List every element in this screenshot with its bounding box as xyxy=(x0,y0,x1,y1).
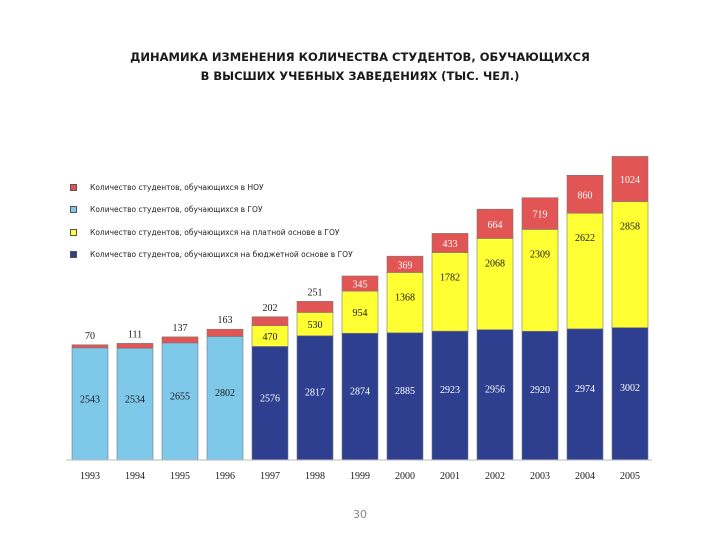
data-label-paid-2001: 1782 xyxy=(440,273,460,284)
data-label-nou-1998: 251 xyxy=(308,287,323,298)
x-tick-label-2001: 2001 xyxy=(440,471,460,482)
data-label-paid-1997: 470 xyxy=(263,332,278,343)
legend-item-nou: Количество студентов, обучающихся в НОУ xyxy=(70,176,353,199)
bar-segment-nou-2000 xyxy=(386,255,424,273)
bar-segment-paid-2001 xyxy=(431,252,469,332)
data-label-paid-2004: 2622 xyxy=(575,233,595,244)
data-label-nou-1994: 111 xyxy=(128,329,142,340)
data-label-base-1993: 2543 xyxy=(80,394,100,405)
legend-label-paid: Количество студентов, обучающихся на пла… xyxy=(90,227,340,237)
bars-group xyxy=(71,156,649,461)
data-label-paid-1999: 954 xyxy=(353,308,368,319)
data-label-base-2000: 2885 xyxy=(395,386,415,397)
data-label-paid-2003: 2309 xyxy=(530,249,550,260)
bar-segment-paid-2002 xyxy=(476,238,514,330)
chart-legend: Количество студентов, обучающихся в НОУ … xyxy=(70,176,353,266)
page-number: 30 xyxy=(353,508,367,521)
legend-label-nou: Количество студентов, обучающихся в НОУ xyxy=(90,182,264,192)
bar-segment-nou-1995 xyxy=(161,336,199,344)
data-label-paid-2005: 2858 xyxy=(620,222,640,233)
data-label-paid-1998: 530 xyxy=(308,320,323,331)
data-label-base-1995: 2655 xyxy=(170,392,190,403)
bar-segment-paid-2004 xyxy=(566,212,604,330)
bar-segment-nou-2003 xyxy=(521,197,559,230)
data-label-nou-2002: 664 xyxy=(488,220,503,231)
bar-segment-nou-1996 xyxy=(206,328,244,337)
bar-segment-base-1993 xyxy=(71,347,109,461)
bar-segment-paid-2005 xyxy=(611,201,649,328)
bar-segment-paid-2000 xyxy=(386,272,424,334)
legend-swatch-gou xyxy=(70,206,77,214)
x-tick-label-1995: 1995 xyxy=(170,471,190,482)
legend-label-budget: Количество студентов, обучающихся на бюд… xyxy=(90,250,353,260)
chart-title: ДИНАМИКА ИЗМЕНЕНИЯ КОЛИЧЕСТВА СТУДЕНТОВ,… xyxy=(60,48,660,86)
data-label-nou-2005: 1024 xyxy=(620,175,640,186)
x-tick-label-1999: 1999 xyxy=(350,471,370,482)
data-label-base-2002: 2956 xyxy=(485,384,505,395)
legend-swatch-nou xyxy=(70,183,77,191)
x-tick-label-1996: 1996 xyxy=(215,471,235,482)
bar-segment-base-1995 xyxy=(161,342,199,461)
data-label-nou-2000: 369 xyxy=(398,260,413,271)
x-tick-label-1997: 1997 xyxy=(260,471,280,482)
bar-segment-base-2002 xyxy=(476,329,514,461)
data-label-base-1996: 2802 xyxy=(215,388,235,399)
x-tick-label-1994: 1994 xyxy=(125,471,145,482)
bar-segment-nou-2001 xyxy=(431,233,469,253)
data-label-base-1998: 2817 xyxy=(305,388,325,399)
x-tick-label-2004: 2004 xyxy=(575,471,595,482)
bar-segment-base-2000 xyxy=(386,332,424,461)
data-label-nou-2003: 719 xyxy=(533,210,548,221)
bar-segment-nou-2002 xyxy=(476,208,514,239)
data-label-nou-1997: 202 xyxy=(263,303,278,314)
data-label-nou-1999: 345 xyxy=(353,280,368,291)
x-tick-label-2003: 2003 xyxy=(530,471,550,482)
bar-segment-base-1999 xyxy=(341,332,379,461)
legend-label-gou: Количество студентов, обучающихся в ГОУ xyxy=(90,205,263,215)
bar-segment-nou-1999 xyxy=(341,275,379,292)
bar-segment-nou-2004 xyxy=(566,174,604,214)
bar-segment-nou-1997 xyxy=(251,316,289,326)
x-tick-label-2000: 2000 xyxy=(395,471,415,482)
bar-segment-base-2001 xyxy=(431,330,469,461)
legend-swatch-budget xyxy=(70,251,77,259)
bar-segment-base-1998 xyxy=(296,335,334,461)
x-tick-label-1998: 1998 xyxy=(305,471,325,482)
legend-item-paid: Количество студентов, обучающихся на пла… xyxy=(70,221,353,244)
bar-segment-base-1994 xyxy=(116,347,154,461)
chart-title-line2: В ВЫСШИХ УЧЕБНЫХ ЗАВЕДЕНИЯХ (ТЫС. ЧЕЛ.) xyxy=(200,69,520,83)
bar-segment-paid-2003 xyxy=(521,229,559,332)
data-label-base-1999: 2874 xyxy=(350,386,370,397)
data-label-base-2001: 2923 xyxy=(440,385,460,396)
bar-segment-base-1997 xyxy=(251,346,289,461)
legend-swatch-paid xyxy=(70,228,77,236)
legend-item-budget: Количество студентов, обучающихся на бюд… xyxy=(70,244,353,267)
bar-segment-paid-1999 xyxy=(341,290,379,334)
data-label-base-1997: 2576 xyxy=(260,394,280,405)
data-label-base-2004: 2974 xyxy=(575,384,595,395)
data-label-nou-2001: 433 xyxy=(443,239,458,250)
x-tick-label-1993: 1993 xyxy=(80,471,100,482)
legend-item-gou: Количество студентов, обучающихся в ГОУ xyxy=(70,199,353,222)
bar-segment-base-2004 xyxy=(566,328,604,461)
bar-segment-base-2003 xyxy=(521,330,559,461)
data-label-base-1994: 2534 xyxy=(125,395,145,406)
data-label-nou-1996: 163 xyxy=(218,315,233,326)
data-label-nou-1995: 137 xyxy=(173,323,188,334)
data-label-nou-1993: 70 xyxy=(85,331,95,342)
bar-segment-nou-1998 xyxy=(296,301,334,313)
bar-segment-nou-1993 xyxy=(71,344,109,349)
chart-title-line1: ДИНАМИКА ИЗМЕНЕНИЯ КОЛИЧЕСТВА СТУДЕНТОВ,… xyxy=(130,50,590,64)
data-label-base-2003: 2920 xyxy=(530,385,550,396)
bar-segment-nou-1994 xyxy=(116,343,154,349)
labels-group: 2543 70 1993 2534 111 1994 2655 137 1995 2802 163 1… xyxy=(80,175,640,482)
data-label-paid-2000: 1368 xyxy=(395,292,415,303)
x-tick-label-2005: 2005 xyxy=(620,471,640,482)
data-label-paid-2002: 2068 xyxy=(485,258,505,269)
x-tick-label-2002: 2002 xyxy=(485,471,505,482)
data-label-nou-2004: 860 xyxy=(578,190,593,201)
data-label-base-2005: 3002 xyxy=(620,383,640,394)
bar-segment-nou-2005 xyxy=(611,156,649,202)
